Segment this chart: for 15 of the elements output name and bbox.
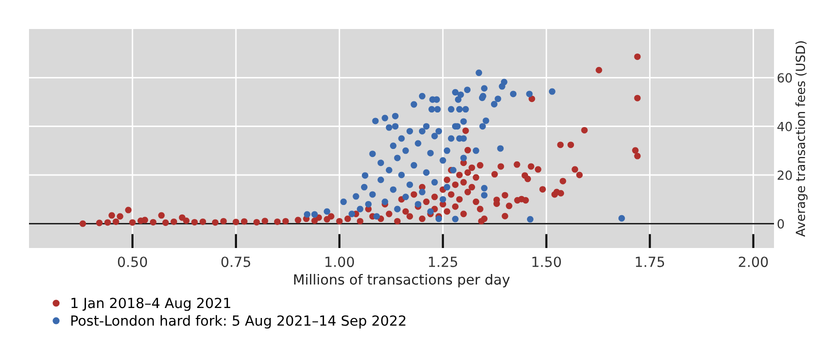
y-tick-label: 0 [778,219,784,229]
legend-label: Post-London hard fork: 5 Aug 2021–14 Sep 2022 [71,315,406,329]
x-tick-label: 2.00 [738,256,768,268]
y-tick-label: 20 [778,170,792,180]
x-tick-label: 1.00 [325,256,354,268]
y-tick-label: 40 [777,122,792,132]
x-tick-label: 1.75 [636,256,664,268]
legend-label: 1 Jan 2018–4 Aug 2021 [72,298,230,311]
y-tick-label: 60 [778,73,792,83]
x-tick-label: 0.50 [118,256,148,268]
x-tick-label: 0.75 [221,256,250,268]
x-tick-label: 1.25 [428,256,458,268]
x-tick-label: 1.50 [532,256,561,268]
y-axis-title: Average transaction fees (USD) [795,41,808,237]
x-axis-title: Millions of transactions per day [294,274,510,288]
